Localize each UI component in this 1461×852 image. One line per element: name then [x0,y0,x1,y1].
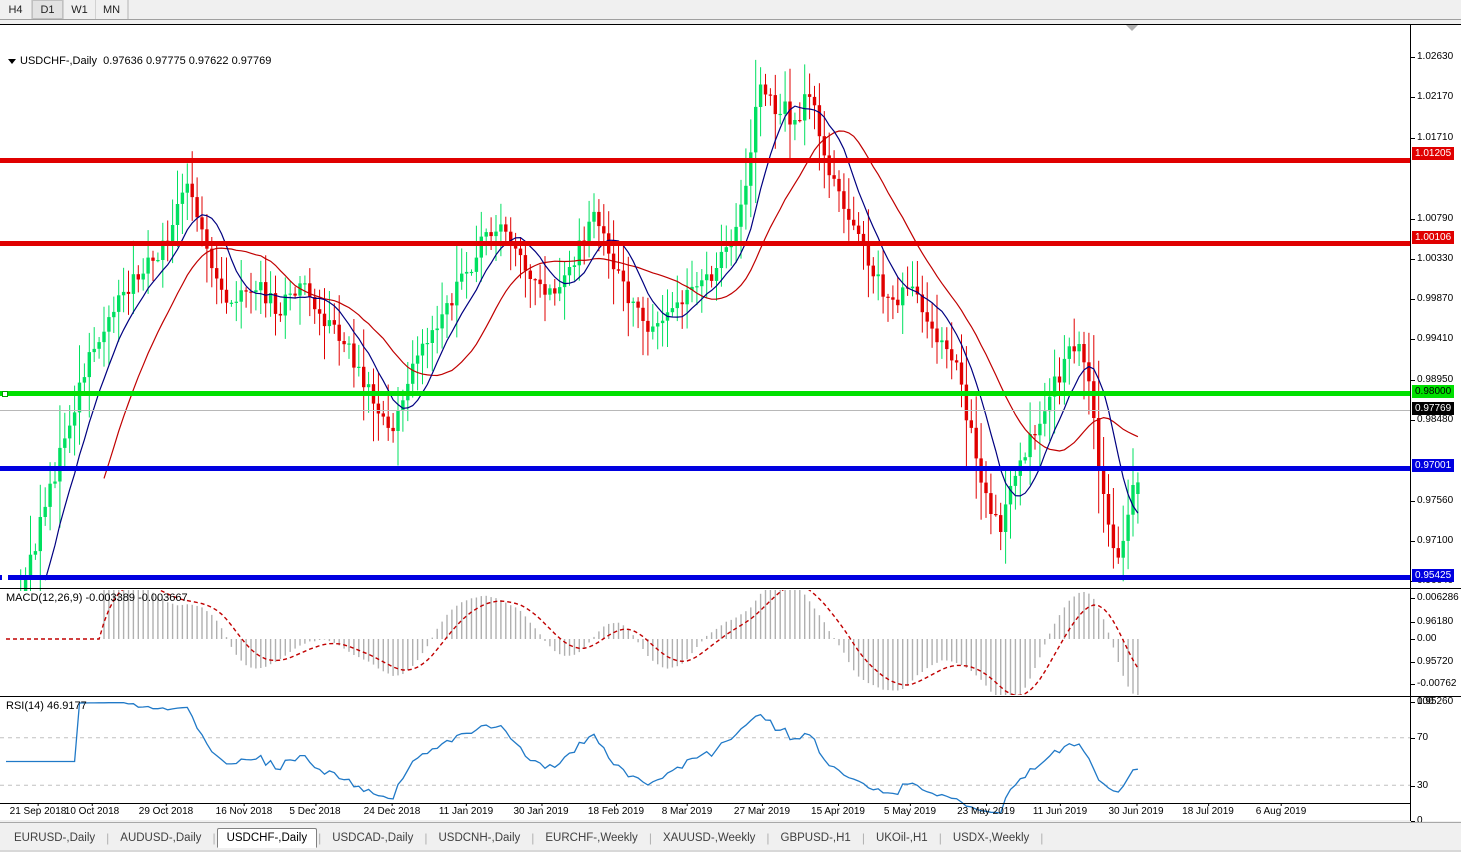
symbol-tab-divider: | [938,830,942,845]
price-scale-label-1-01205[interactable]: 1.01205 [1412,147,1455,160]
price-scale-tick: 0 [1411,815,1461,827]
price-scale-label-0-95425[interactable]: 0.95425 [1412,569,1455,582]
candlestick-series [20,59,1140,591]
date-axis-tick: 10 Oct 2018 [64,803,120,817]
macd-panel-separator [0,588,1410,589]
date-axis-tick: 23 May 2019 [957,803,1015,817]
symbol-tab-usdcnh-daily[interactable]: USDCNH-,Daily [438,831,521,844]
scale-panel-separator [1411,588,1461,589]
rsi-panel-separator [0,696,1410,697]
date-axis-tick: 18 Feb 2019 [587,803,645,817]
date-axis-tick: 8 Mar 2019 [661,803,713,817]
timeframe-button-mn[interactable]: MN [96,0,128,19]
timeframe-toolbar: H4 D1 W1 MN [0,0,1461,20]
price-scale-tick: 70 [1411,732,1461,744]
status-strip [0,850,1461,852]
price-scale-tick: 1.02170 [1411,91,1461,103]
price-scale[interactable]: 1.02630 1.02170 1.01710 1.00790 1.00330 0.998… [1410,25,1461,826]
symbol-tab-ukoil-h1[interactable]: UKOil-,H1 [875,831,928,844]
date-axis-tick: 30 Jan 2019 [513,803,569,817]
symbol-tab-divider: | [861,830,865,845]
chart-position-marker-icon [1126,25,1138,31]
date-axis-tick: 11 Jun 2019 [1032,803,1088,817]
price-scale-tick: 0.99410 [1411,333,1461,345]
symbol-tab-divider: | [318,830,322,845]
symbol-tab-divider: | [212,830,216,845]
timeframe-button-w1[interactable]: W1 [64,0,96,19]
price-scale-tick: 0.97560 [1411,495,1461,507]
level-line-resistance-1-00106[interactable] [0,241,1410,246]
price-scale-tick: 0.95720 [1411,656,1461,668]
chart-plot-area[interactable]: USDCHF-,Daily 0.97636 0.97775 0.97622 0.… [0,25,1461,820]
price-scale-label-1-00106[interactable]: 1.00106 [1412,231,1455,244]
symbol-tab-eurusd-daily[interactable]: EURUSD-,Daily [14,831,96,844]
level-anchor-0-95425[interactable] [2,575,8,581]
date-axis-tick: 16 Nov 2018 [215,803,273,817]
symbol-tab-divider: | [766,830,770,845]
level-line-support-0-95425[interactable] [0,575,1410,580]
date-axis-tick: 5 May 2019 [883,803,937,817]
price-scale-tick: 0.96180 [1411,616,1461,628]
price-scale-tick: 1.01710 [1411,132,1461,144]
level-anchor-0-98000[interactable] [2,391,8,397]
price-scale-tick: 0.00 [1411,633,1461,645]
toolbar-empty-area [128,0,1461,19]
symbol-tab-audusd-daily[interactable]: AUDUSD-,Daily [120,831,202,844]
date-axis-tick: 30 Jun 2019 [1108,803,1164,817]
price-scale-tick: 1.02630 [1411,51,1461,63]
level-line-resistance-1-01205[interactable] [0,158,1410,163]
date-axis-tick: 29 Oct 2018 [138,803,194,817]
price-scale-tick: 100 [1411,696,1461,708]
timeframe-button-d1[interactable]: D1 [32,0,64,19]
symbol-tab-usdchf-daily[interactable]: USDCHF-,Daily [216,827,318,848]
price-scale-tick: 1.00790 [1411,213,1461,225]
date-axis-tick: 11 Jan 2019 [438,803,494,817]
chart-frame: USDCHF-,Daily 0.97636 0.97775 0.97622 0.… [0,24,1461,826]
date-axis-tick: 5 Dec 2018 [289,803,341,817]
symbol-tab-divider: | [424,830,428,845]
date-axis-tick: 18 Jul 2019 [1182,803,1234,817]
macd-series [6,590,1139,695]
symbol-tab-divider: | [531,830,535,845]
price-scale-tick: 1.00330 [1411,253,1461,265]
date-axis: 21 Sep 2018 10 Oct 2018 29 Oct 2018 16 Nov … [0,803,1410,821]
scale-panel-separator [1411,696,1461,697]
symbol-tab-gbpusd-h1[interactable]: GBPUSD-,H1 [780,831,851,844]
level-line-support-0-97001[interactable] [0,466,1410,471]
symbol-tab-usdcad-daily[interactable]: USDCAD-,Daily [332,831,414,844]
symbol-tab-eurchf-weekly[interactable]: EURCHF-,Weekly [545,831,638,844]
price-scale-label-0-97001[interactable]: 0.97001 [1412,459,1455,472]
price-scale-tick: 0.98480 [1411,414,1461,426]
date-axis-tick: 15 Apr 2019 [811,803,865,817]
date-axis-tick: 27 Mar 2019 [733,803,791,817]
date-axis-tick: 24 Dec 2018 [363,803,421,817]
price-scale-tick: 0.99870 [1411,293,1461,305]
price-scale-tick: -0.00762 [1411,678,1461,690]
symbol-tab-bar: EURUSD-,Daily | AUDUSD-,Daily | USDCHF-,Dail… [0,822,1461,852]
symbol-tab-divider: | [106,830,110,845]
timeframe-button-h4[interactable]: H4 [0,0,32,19]
date-axis-tick: 6 Aug 2019 [1255,803,1307,817]
rsi-series [0,701,1410,814]
symbol-tab-usdx-weekly[interactable]: USDX-,Weekly [952,831,1030,844]
symbol-tab-divider: | [648,830,652,845]
date-axis-tick: 21 Sep 2018 [9,803,67,817]
symbol-tab-divider: | [1040,830,1044,845]
price-scale-label-0-98000[interactable]: 0.98000 [1412,385,1455,398]
level-line-support-0-98000[interactable] [0,391,1410,396]
current-price-line [0,410,1410,411]
price-scale-tick: 0.98950 [1411,374,1461,386]
price-scale-tick: 0.006286 [1411,592,1461,604]
price-scale-tick: 30 [1411,780,1461,792]
price-scale-tick: 0.97100 [1411,535,1461,547]
price-scale-label-0-97769[interactable]: 0.97769 [1412,402,1455,415]
symbol-tab-xauusd-weekly[interactable]: XAUUSD-,Weekly [662,831,756,844]
